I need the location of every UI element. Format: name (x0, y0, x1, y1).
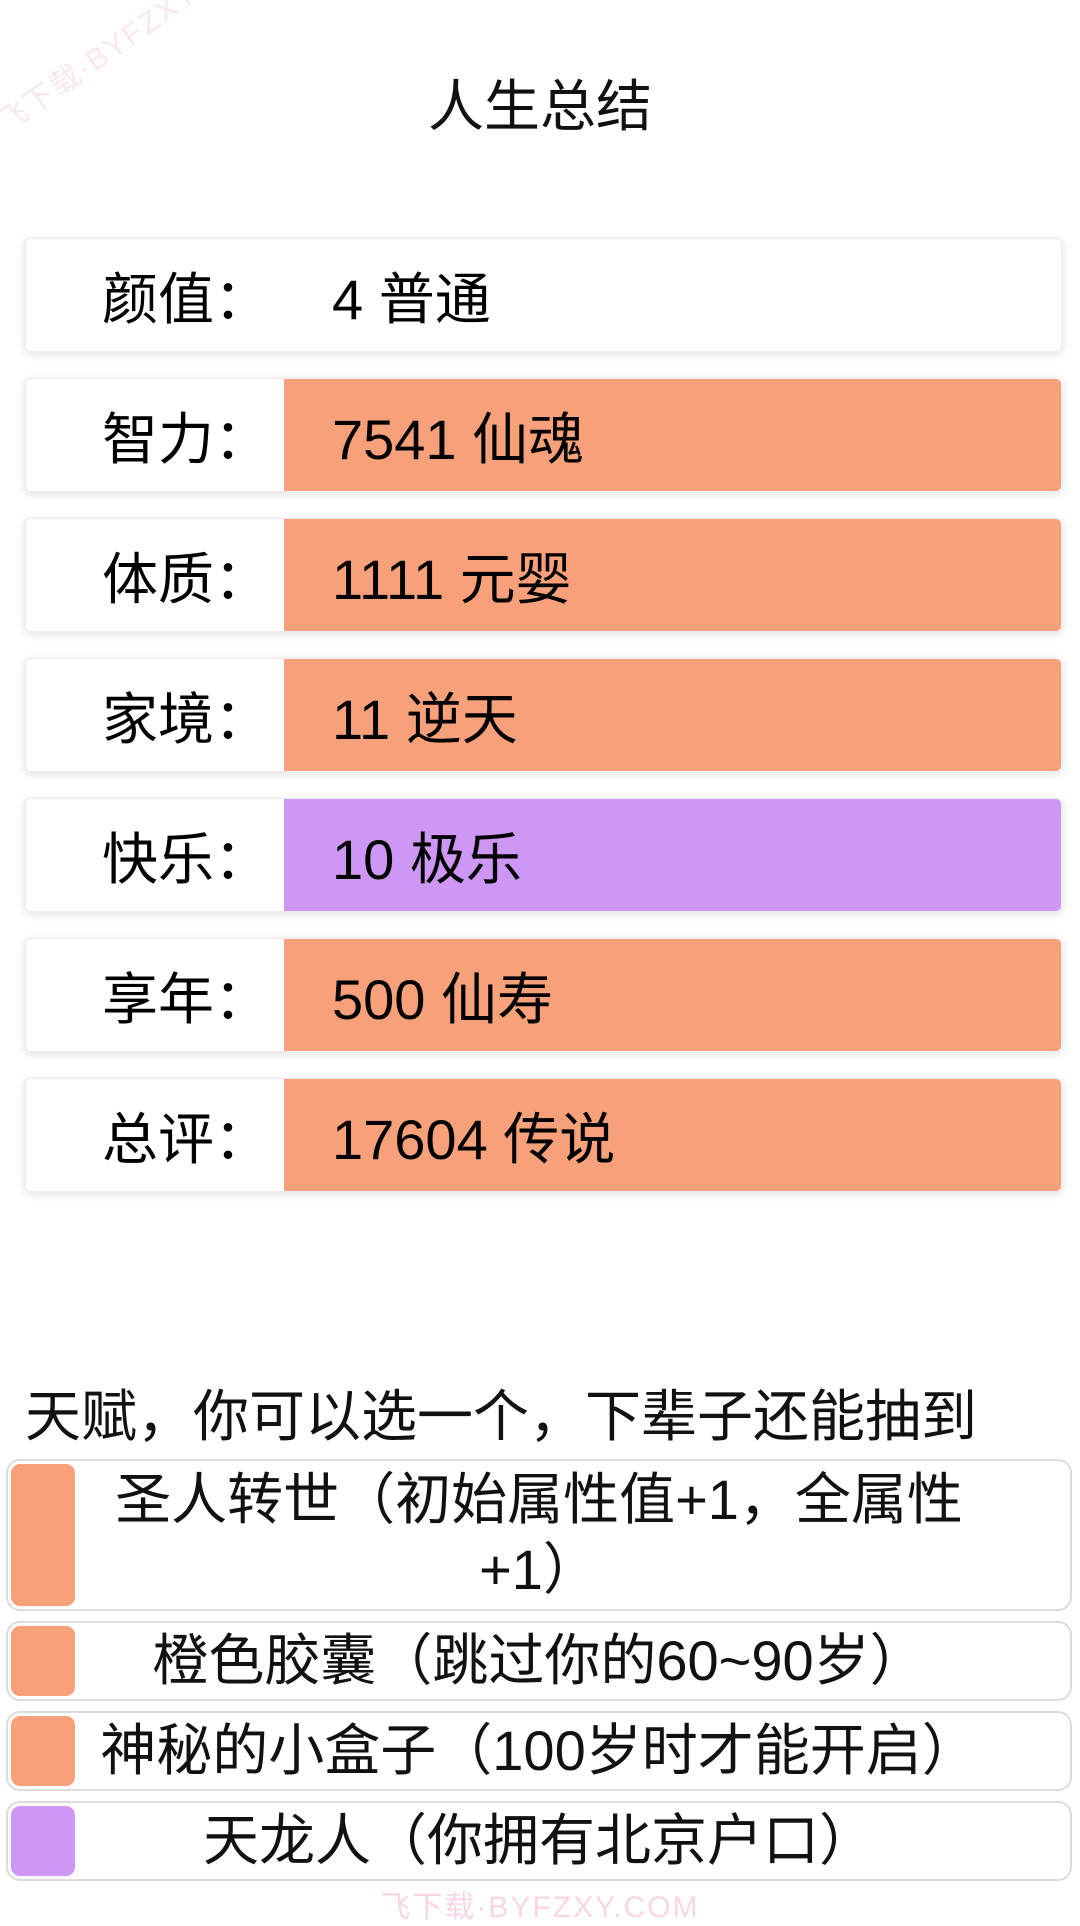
stat-row-intelligence: 智力： 7541 仙魂 (25, 378, 1062, 492)
stat-value: 17604 传说 (284, 1079, 1061, 1191)
talent-card-label: 橙色胶囊（跳过你的60~90岁） (152, 1629, 926, 1692)
stat-label: 智力： (26, 379, 284, 491)
stat-label: 享年： (26, 939, 284, 1051)
stat-row-appearance: 颜值： 4 普通 (25, 238, 1062, 352)
stat-value: 11 逆天 (284, 659, 1061, 771)
talent-card-label: 天龙人（你拥有北京户口） (203, 1809, 875, 1872)
talent-grade-stripe (11, 1716, 75, 1786)
stat-value: 10 极乐 (284, 799, 1061, 911)
talent-grade-stripe (11, 1626, 75, 1696)
talent-grade-stripe (11, 1806, 75, 1876)
talent-card-label: 圣人转世（初始属性值+1，全属性+1） (115, 1468, 963, 1601)
stat-label: 快乐： (26, 799, 284, 911)
stat-label: 家境： (26, 659, 284, 771)
stat-value: 4 普通 (284, 239, 1061, 351)
stat-label: 总评： (26, 1079, 284, 1191)
stat-row-family: 家境： 11 逆天 (25, 658, 1062, 772)
page-title: 人生总结 (428, 75, 652, 138)
life-summary-list: 颜值： 4 普通 智力： 7541 仙魂 体质： 1111 元婴 家境： 11 … (25, 238, 1062, 1218)
talent-card-shengrenzhuanshi[interactable]: 圣人转世（初始属性值+1，全属性+1） (6, 1459, 1072, 1611)
stat-row-overall: 总评： 17604 传说 (25, 1078, 1062, 1192)
stat-row-happiness: 快乐： 10 极乐 (25, 798, 1062, 912)
stat-label: 颜值： (26, 239, 284, 351)
talent-card-label: 神秘的小盒子（100岁时才能开启） (100, 1719, 978, 1782)
talent-card-tianlongren[interactable]: 天龙人（你拥有北京户口） (6, 1801, 1072, 1881)
talent-card-chengsejiaonang[interactable]: 橙色胶囊（跳过你的60~90岁） (6, 1621, 1072, 1701)
talent-grade-stripe (11, 1464, 75, 1606)
stat-value: 1111 元婴 (284, 519, 1061, 631)
talent-card-shenmixiaohezi[interactable]: 神秘的小盒子（100岁时才能开启） (6, 1711, 1072, 1791)
stat-value: 500 仙寿 (284, 939, 1061, 1051)
stat-row-constitution: 体质： 1111 元婴 (25, 518, 1062, 632)
stat-row-lifespan: 享年： 500 仙寿 (25, 938, 1062, 1052)
stat-label: 体质： (26, 519, 284, 631)
talent-list: 圣人转世（初始属性值+1，全属性+1） 橙色胶囊（跳过你的60~90岁） 神秘的… (6, 1459, 1072, 1891)
talent-section-header: 天赋，你可以选一个，下辈子还能抽到 (25, 1385, 977, 1448)
stat-value: 7541 仙魂 (284, 379, 1061, 491)
